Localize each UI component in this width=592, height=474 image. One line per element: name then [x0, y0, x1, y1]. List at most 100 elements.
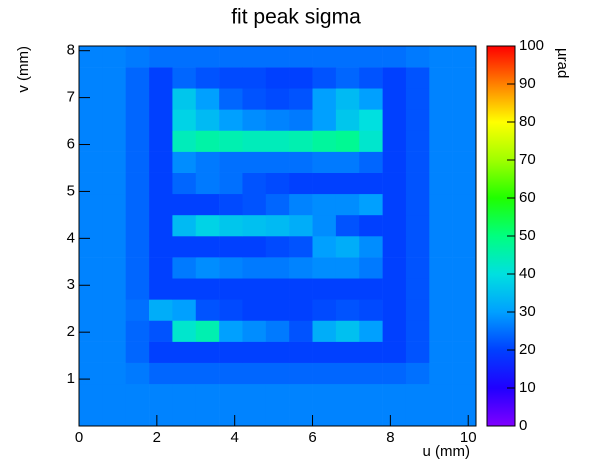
heatmap-cell — [405, 214, 430, 237]
y-tick-label: 8 — [67, 42, 75, 59]
heatmap-cell — [289, 46, 313, 68]
heatmap-cell — [172, 46, 197, 68]
heatmap-cell — [429, 130, 453, 152]
heatmap-cell — [265, 278, 290, 300]
heatmap-cell — [405, 299, 430, 321]
heatmap-cell — [359, 46, 383, 68]
heatmap-cell — [149, 299, 173, 321]
heatmap-cell — [149, 109, 173, 131]
heatmap-cell — [195, 278, 220, 300]
heatmap-cell — [125, 236, 150, 258]
heatmap-cell — [195, 404, 220, 427]
heatmap-cell — [102, 236, 127, 258]
heatmap-cell — [289, 320, 313, 342]
heatmap-cell — [219, 404, 243, 427]
heatmap-cell — [219, 383, 243, 406]
heatmap-cell — [195, 362, 220, 385]
heatmap-cell — [125, 257, 150, 279]
heatmap-cell — [312, 341, 337, 363]
heatmap-cell — [405, 130, 430, 152]
heatmap-cell — [149, 88, 173, 110]
heatmap-cell — [172, 362, 197, 385]
heatmap-cell — [172, 320, 197, 342]
heatmap-cell — [172, 404, 197, 427]
heatmap-cell — [265, 383, 290, 406]
heatmap-cell — [265, 172, 290, 195]
heatmap-cell — [452, 172, 477, 195]
heatmap-cell — [335, 383, 360, 406]
heatmap-cell — [79, 151, 103, 173]
heatmap-cell — [125, 362, 150, 385]
heatmap-cell — [429, 172, 453, 195]
heatmap-cell — [195, 46, 220, 68]
heatmap-cell — [382, 172, 407, 195]
heatmap-cell — [405, 257, 430, 279]
heatmap-cell — [312, 172, 337, 195]
heatmap-cell — [102, 109, 127, 131]
heatmap-cell — [359, 320, 383, 342]
heatmap-cell — [382, 46, 407, 68]
colorbar-label: µrad — [554, 48, 571, 78]
heatmap-cell — [289, 236, 313, 258]
colorbar-tick-label: 70 — [519, 151, 536, 168]
heatmap-cell — [382, 299, 407, 321]
heatmap-cell — [242, 341, 267, 363]
heatmap-cell — [452, 109, 477, 131]
heatmap-cell — [172, 67, 197, 89]
heatmap-cell — [452, 383, 477, 406]
heatmap-cell — [335, 341, 360, 363]
heatmap-cell — [125, 130, 150, 152]
heatmap-cell — [219, 320, 243, 342]
heatmap-cell — [312, 236, 337, 258]
heatmap-cell — [242, 46, 267, 68]
heatmap-cell — [102, 67, 127, 89]
heatmap-cell — [149, 320, 173, 342]
heatmap-cell — [265, 236, 290, 258]
heatmap-cell — [102, 257, 127, 279]
heatmap-cell — [312, 257, 337, 279]
heatmap-cell — [79, 320, 103, 342]
heatmap-cell — [172, 299, 197, 321]
heatmap-cell — [359, 193, 383, 216]
heatmap-cell — [289, 404, 313, 427]
heatmap-cell — [242, 88, 267, 110]
heatmap-cell — [195, 130, 220, 152]
heatmap-cell — [382, 278, 407, 300]
heatmap-cell — [452, 278, 477, 300]
y-axis-label: v (mm) — [15, 46, 32, 93]
x-tick-label: 2 — [153, 429, 161, 446]
heatmap-cell — [359, 109, 383, 131]
heatmap-cell — [172, 257, 197, 279]
heatmap-cell — [382, 341, 407, 363]
heatmap-cell — [429, 193, 453, 216]
heatmap-cell — [242, 67, 267, 89]
heatmap-cell — [172, 236, 197, 258]
heatmap-cell — [79, 193, 103, 216]
heatmap-cell — [312, 383, 337, 406]
heatmap-cell — [335, 109, 360, 131]
heatmap-cell — [172, 278, 197, 300]
heatmap-cell — [335, 151, 360, 173]
heatmap-cell — [429, 362, 453, 385]
heatmap-cell — [79, 214, 103, 237]
x-tick-label: 10 — [460, 429, 477, 446]
heatmap-cell — [452, 151, 477, 173]
heatmap-cell — [265, 88, 290, 110]
heatmap-cell — [265, 109, 290, 131]
heatmap-cell — [219, 88, 243, 110]
heatmap-cell — [359, 257, 383, 279]
heatmap-cell — [429, 236, 453, 258]
heatmap-cell — [172, 172, 197, 195]
heatmap-cell — [429, 299, 453, 321]
heatmap-cell — [172, 341, 197, 363]
heatmap-cell — [405, 88, 430, 110]
heatmap-cell — [265, 362, 290, 385]
heatmap-cell — [452, 214, 477, 237]
heatmap-cell — [79, 172, 103, 195]
heatmap-cell — [149, 151, 173, 173]
heatmap-cell — [125, 109, 150, 131]
heatmap-cell — [219, 341, 243, 363]
heatmap-cell — [265, 214, 290, 237]
heatmap-cell — [195, 257, 220, 279]
